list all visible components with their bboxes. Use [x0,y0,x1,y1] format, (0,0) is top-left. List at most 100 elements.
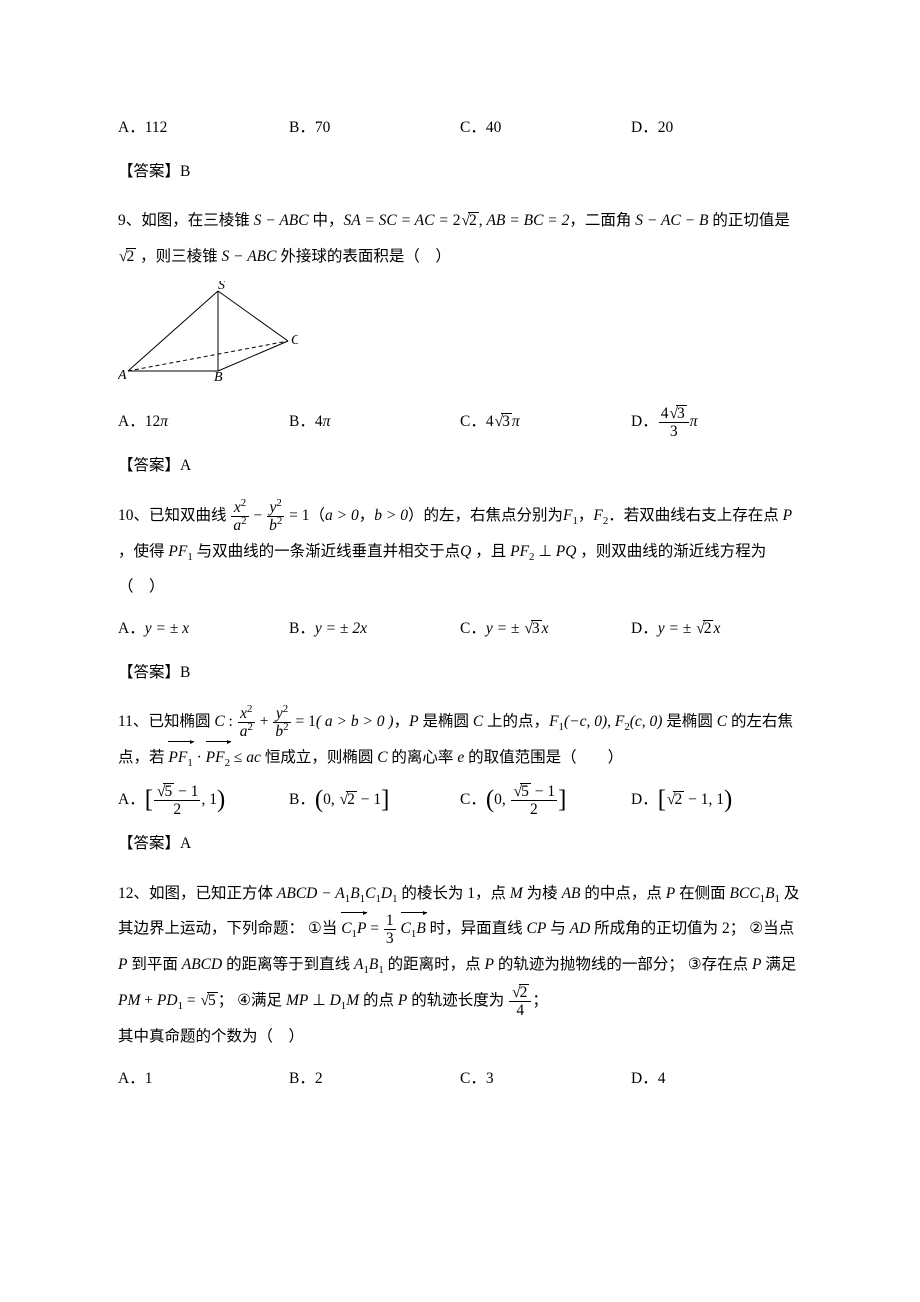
q12-s4r: 2 [519,984,530,1001]
q9-eq1l: SA = SC = AC = [344,212,453,229]
q11a-d: 2 [154,800,201,818]
q11-eq: = 1 [292,713,316,730]
q8-option-d: D．20 [631,110,802,146]
q9d-sqrt: √3 [669,405,686,422]
q12-s2t2: 的轨迹为抛物线的一部分； [494,956,684,973]
q12-cube: ABCD − A [277,885,345,902]
q9-figure: S A B C [118,281,802,395]
q10c-sqrt: √3 [524,611,541,647]
q10dp: y = ± [658,620,695,637]
q12-P: P [666,885,675,902]
q10-f2: F [593,507,602,524]
q10-text: 10、已知双曲线 x2a2 − y2b2 = 1（a > 0，b > 0）的左，… [118,498,802,605]
q11-ac: ac [246,749,261,766]
q12-c1: C [365,885,375,902]
q11f2n: y [276,705,283,722]
q10cp: y = ± [486,620,523,637]
q10f2d: b [269,517,277,534]
q11-f2: y2b2 [273,705,290,740]
q8-option-a: A．112 [118,110,289,146]
q12-m1: 的棱长为 1，点 [397,885,509,902]
q11-F1c: (−c, 0) [564,713,607,730]
q12d: 4 [658,1070,666,1087]
q11-opt-b: B．(0, √2 − 1] [289,782,460,818]
q11-f1: x2a2 [238,705,255,740]
q11-m4: 恒成立，则椭圆 [261,749,377,766]
q12-text: 12、如图，已知正方体 ABCD − A1B1C1D1 的棱长为 1，点 M 为… [118,876,802,1055]
q9-t3: ，二面角 [569,212,635,229]
q11-m2: 是椭圆 [662,713,716,730]
q9-rad2a: 2 [468,212,479,229]
q10cr: 3 [531,620,542,637]
q12-b1: B [350,885,359,902]
q12-eq2: = [183,992,200,1009]
q11a-p: − 1 [174,783,198,800]
q11-F2: F [615,713,624,730]
q11-opt-d: D．[√2 − 1, 1) [631,782,802,818]
q12-a1b1b: B [369,956,378,973]
q9-t1: 如图，在三棱锥 [141,212,253,229]
q10b: y = ± 2x [315,620,367,637]
q11f1s: 2 [247,703,252,715]
q12-s2p: 当点 [763,920,794,937]
q11-m1: ， [394,713,410,730]
q10-perp: ⊥ [534,543,555,560]
q10f1n: x [234,499,241,516]
q12-s2: ② [749,911,763,947]
q11-m1c: 上的点， [483,713,549,730]
q10-number: 10、 [118,507,149,524]
q11a-r: 5 [163,783,174,800]
q9-opt-d: D．4√33π [631,404,802,440]
q10-c1: （ [310,507,326,524]
q12-sc2: ； [532,992,548,1009]
q12-vc1b: C [401,920,411,937]
q9-t2: 中， [309,212,344,229]
q10-ag: a > 0 [325,507,359,524]
q10-answer: 【答案】B [118,655,802,691]
q12-opt-d: D．4 [631,1061,802,1097]
q10-minus: − [250,507,267,524]
q9a-n: 12 [145,413,161,430]
q12-f13: 13 [384,912,396,947]
q10-m2: ，使得 [118,543,168,560]
q11f2s: 2 [283,703,288,715]
q11-vec2: PF2 [206,740,230,776]
q10-s1: ， [359,507,375,524]
q12-s1m: 时，异面直线 [426,920,527,937]
q9-sqrt2b: √2 [119,239,136,275]
q10-opt-d: D．y = ± √2x [631,611,802,647]
q11b-p: 0, [323,791,339,808]
q11-C4: C [377,749,387,766]
q12-s2P2: P [485,956,494,973]
q11-cm: , [607,713,615,730]
q12-vc1p: P [357,920,366,937]
q12-M: M [510,885,523,902]
q12-vecC1P: C1P [341,911,366,947]
q11-v1s: 1 [187,757,192,769]
q11-options: A．[√5 − 12, 1) B．(0, √2 − 1] C．(0, √5 − … [118,782,802,818]
q11-m1b: 是椭圆 [419,713,473,730]
q10f1d: a [233,517,241,534]
q9-t4: 的正切值是 [708,212,789,229]
q10dx: x [713,620,720,637]
q11-col: : [225,713,237,730]
q10-af: ．若双曲线右支上存在点 [608,507,782,524]
q11a-frac: √5 − 12 [154,783,201,818]
edge-bc [218,341,288,371]
q12-opt-b: B．2 [289,1061,460,1097]
q11c-p: 0, [494,791,510,808]
q9-angle: S − AC − B [635,212,708,229]
q9-answer: 【答案】A [118,448,802,484]
q12-s2m: 到平面 [127,956,181,973]
q10-eq1: = 1 [285,507,309,524]
q10-Q: Q [460,543,471,560]
q10f1ds: 2 [241,515,246,527]
q8-a-value: 112 [145,119,168,136]
q11c-frac: √5 − 12 [511,783,558,818]
q9-t5: ，则三棱锥 [136,248,221,265]
q9-text: 9、如图，在三棱锥 S − ABC 中，SA = SC = AC = 2√2, … [118,203,802,274]
q9-rad2b: 2 [126,248,137,265]
q11-text: 11、已知椭圆 C : x2a2 + y2b2 = 1( a > b > 0 )… [118,704,802,776]
q12-s3P: P [752,956,761,973]
q11-C: C [214,713,224,730]
